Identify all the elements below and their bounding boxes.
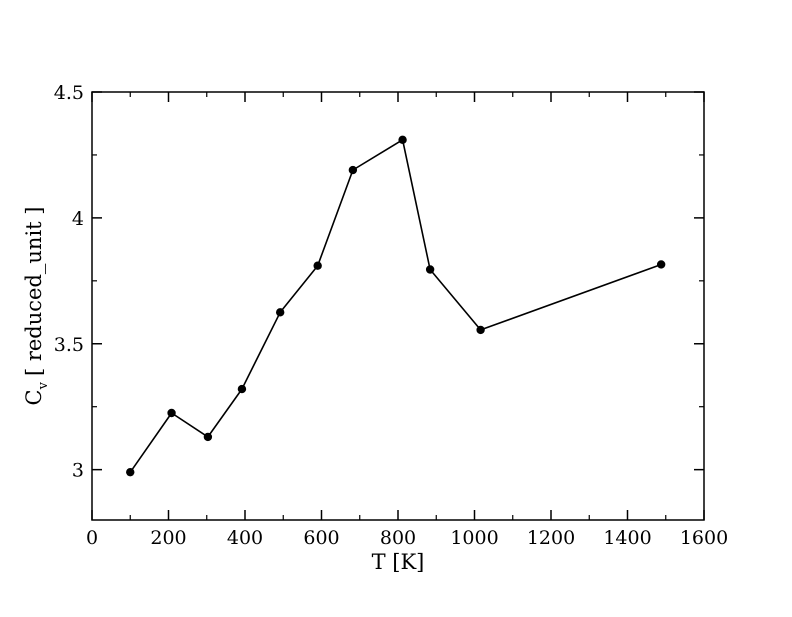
plot-frame bbox=[91, 91, 705, 521]
x-tick-label: 200 bbox=[150, 527, 186, 549]
y-tick-label: 4.5 bbox=[54, 82, 84, 104]
data-point bbox=[313, 261, 322, 270]
data-point bbox=[476, 325, 485, 335]
svg-text:Cv[ reduced_unit ]: Cv [ reduced_unit ] bbox=[22, 207, 51, 406]
data-point bbox=[425, 265, 435, 274]
series-line bbox=[129, 139, 662, 473]
data-point bbox=[398, 135, 407, 145]
data-point bbox=[126, 467, 135, 477]
series-polyline bbox=[129, 139, 662, 473]
data-point bbox=[275, 308, 285, 317]
data-point bbox=[167, 408, 176, 418]
data-point bbox=[348, 165, 358, 175]
series-points bbox=[126, 135, 666, 477]
x-axis-title: T [K] bbox=[372, 550, 425, 574]
y-tick-label: 3.5 bbox=[54, 334, 84, 356]
x-tick-label: 800 bbox=[380, 527, 416, 549]
y-axis-unit: [ reduced_unit ] bbox=[22, 207, 46, 377]
y-axis-title: Cv [ reduced_unit ] bbox=[22, 207, 51, 406]
x-tick-label: 0 bbox=[86, 527, 98, 549]
x-tick-label: 1600 bbox=[680, 527, 728, 549]
x-tick-label: 400 bbox=[227, 527, 263, 549]
x-tick-label: 1200 bbox=[527, 527, 575, 549]
y-tick-label: 4 bbox=[72, 208, 84, 230]
data-point bbox=[203, 432, 213, 442]
axis-ticks: 0 200 400 600 800 1000 1200 1400 1600 3 3.5 4 4.5 bbox=[54, 82, 728, 549]
y-axis-subscript: v bbox=[36, 381, 51, 390]
y-tick-label: 3 bbox=[72, 460, 84, 482]
data-point bbox=[237, 384, 247, 394]
x-tick-label: 1400 bbox=[603, 527, 651, 549]
y-axis-symbol: C bbox=[22, 389, 46, 405]
x-tick-label: 1000 bbox=[450, 527, 498, 549]
data-point bbox=[656, 260, 666, 269]
x-tick-label: 600 bbox=[303, 527, 339, 549]
